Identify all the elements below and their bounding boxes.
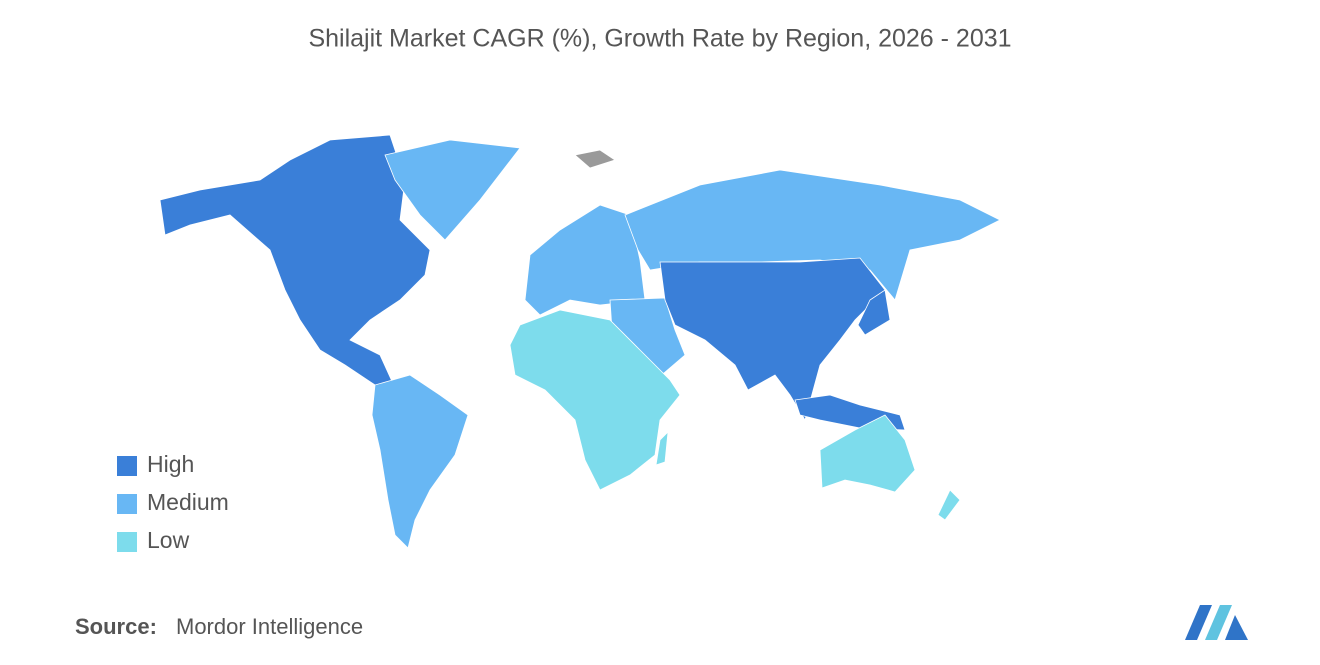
south-america xyxy=(371,374,469,549)
legend-swatch xyxy=(117,456,137,476)
legend-label: High xyxy=(147,451,194,477)
madagascar xyxy=(655,430,669,466)
source-text: Mordor Intelligence xyxy=(176,614,363,639)
legend: High Medium Low xyxy=(117,451,229,553)
source-label: Source: xyxy=(75,614,157,639)
world-map xyxy=(159,134,1001,549)
legend-swatch xyxy=(117,532,137,552)
legend-swatch xyxy=(117,494,137,514)
north-america xyxy=(159,134,431,389)
no-data-region xyxy=(574,149,616,169)
legend-label: Medium xyxy=(147,489,229,515)
australia xyxy=(819,414,916,493)
map-title: Shilajit Market CAGR (%), Growth Rate by… xyxy=(308,25,1011,53)
legend-label: Low xyxy=(147,527,190,553)
greenland xyxy=(384,139,521,241)
new-zealand xyxy=(937,489,961,521)
asia xyxy=(659,257,886,422)
africa xyxy=(509,309,681,491)
logo xyxy=(1185,605,1248,640)
japan xyxy=(857,289,891,336)
